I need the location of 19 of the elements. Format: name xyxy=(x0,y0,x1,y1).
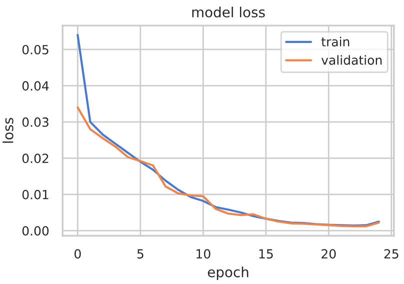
y-tick-label: 0.01 xyxy=(22,190,48,200)
y-tick-label: 0.02 xyxy=(22,154,48,164)
x-tick-label: 15 xyxy=(259,249,273,259)
x-tick-label: 25 xyxy=(384,249,398,259)
y-axis-title: loss xyxy=(2,118,14,143)
y-tick-label: 0.04 xyxy=(22,81,49,91)
x-tick-label: 5 xyxy=(137,249,144,259)
x-axis-title: epoch xyxy=(208,266,248,280)
line-series xyxy=(76,106,380,228)
y-tick-label: 0.03 xyxy=(22,117,48,127)
x-tick-label: 10 xyxy=(196,249,210,259)
y-tick-label: 0.05 xyxy=(22,44,48,54)
chart-title: model loss xyxy=(192,6,265,18)
x-tick-label: 20 xyxy=(322,249,336,259)
legend-label: validation xyxy=(321,55,382,65)
y-tick-label: 0.00 xyxy=(22,226,49,236)
line-series xyxy=(76,34,380,227)
x-tick-label: 0 xyxy=(74,249,81,259)
legend-label: train xyxy=(321,36,350,46)
